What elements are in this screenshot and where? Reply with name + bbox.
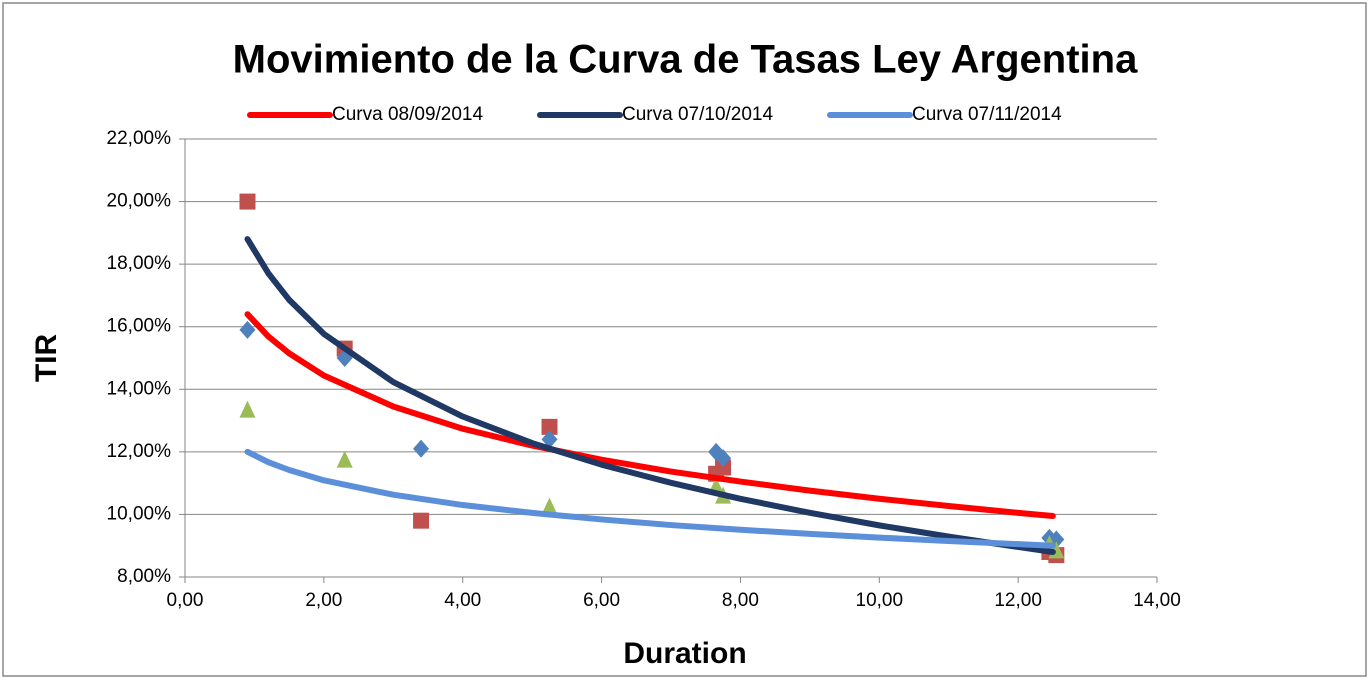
x-tick-label: 4,00: [444, 590, 481, 611]
y-tick-label: 14,00%: [107, 378, 172, 399]
marker: [715, 449, 732, 468]
marker: [239, 400, 256, 418]
chart-title: Movimiento de la Curva de Tasas Ley Arge…: [233, 38, 1138, 82]
marker: [413, 439, 430, 458]
x-tick-label: 8,00: [722, 590, 759, 611]
x-tick-label: 12,00: [994, 590, 1042, 611]
y-tick-label: 16,00%: [107, 316, 172, 337]
marker: [541, 497, 558, 515]
y-axis-label: TIR: [30, 334, 63, 383]
x-tick-label: 14,00: [1133, 590, 1181, 611]
trend-line: [244, 236, 1056, 555]
legend-label: Curva 08/09/2014: [332, 104, 483, 125]
legend-label: Curva 07/10/2014: [622, 104, 773, 125]
x-axis-label: Duration: [623, 637, 746, 670]
x-tick-label: 6,00: [583, 590, 620, 611]
marker: [541, 418, 558, 435]
marker: [541, 430, 558, 449]
y-tick-label: 20,00%: [107, 191, 172, 212]
marker: [239, 320, 256, 339]
y-tick-label: 10,00%: [107, 503, 172, 524]
y-tick-label: 18,00%: [107, 253, 172, 274]
x-tick-label: 2,00: [305, 590, 342, 611]
trend-line: [244, 311, 1056, 519]
marker: [336, 450, 353, 468]
x-tick-label: 0,00: [167, 590, 204, 611]
y-tick-label: 8,00%: [117, 566, 171, 587]
y-tick-label: 22,00%: [107, 128, 172, 149]
marker: [413, 512, 430, 529]
marker: [239, 193, 256, 210]
x-tick-label: 10,00: [856, 590, 904, 611]
legend-label: Curva 07/11/2014: [912, 104, 1062, 125]
trend-line: [244, 448, 1056, 549]
y-tick-label: 12,00%: [107, 441, 172, 462]
marker: [715, 459, 732, 476]
